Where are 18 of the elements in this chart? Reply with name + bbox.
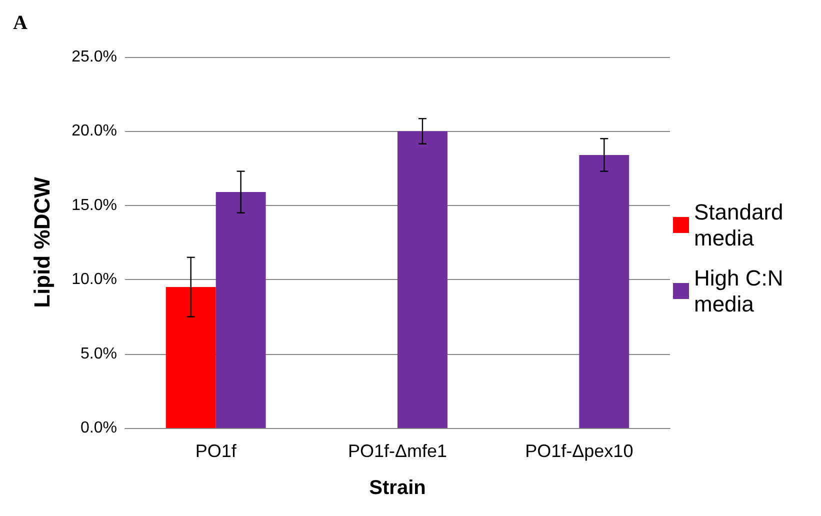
- x-tick-label: PO1f: [195, 441, 238, 461]
- x-axis-title: Strain: [369, 477, 426, 499]
- x-tick-label: PO1f-Δmfe1: [348, 441, 448, 461]
- y-tick-label: 10.0%: [72, 271, 117, 288]
- y-tick-label: 5.0%: [80, 345, 117, 362]
- chart-title: A: [13, 12, 28, 34]
- bar: [579, 154, 630, 428]
- bar: [166, 287, 216, 428]
- legend-label: Standard media: [694, 200, 790, 250]
- legend-label: High C:N media: [694, 266, 790, 316]
- y-axis-title: Lipid %DCW: [30, 176, 54, 308]
- y-tick-label: 20.0%: [72, 122, 117, 140]
- y-tick-label: 15.0%: [72, 196, 117, 214]
- x-tick-label: PO1f-Δpex10: [525, 441, 634, 461]
- y-tick-label: 0.0%: [80, 420, 117, 436]
- bar: [398, 131, 448, 428]
- bar: [216, 192, 266, 428]
- y-tick-label: 25.0%: [72, 48, 117, 66]
